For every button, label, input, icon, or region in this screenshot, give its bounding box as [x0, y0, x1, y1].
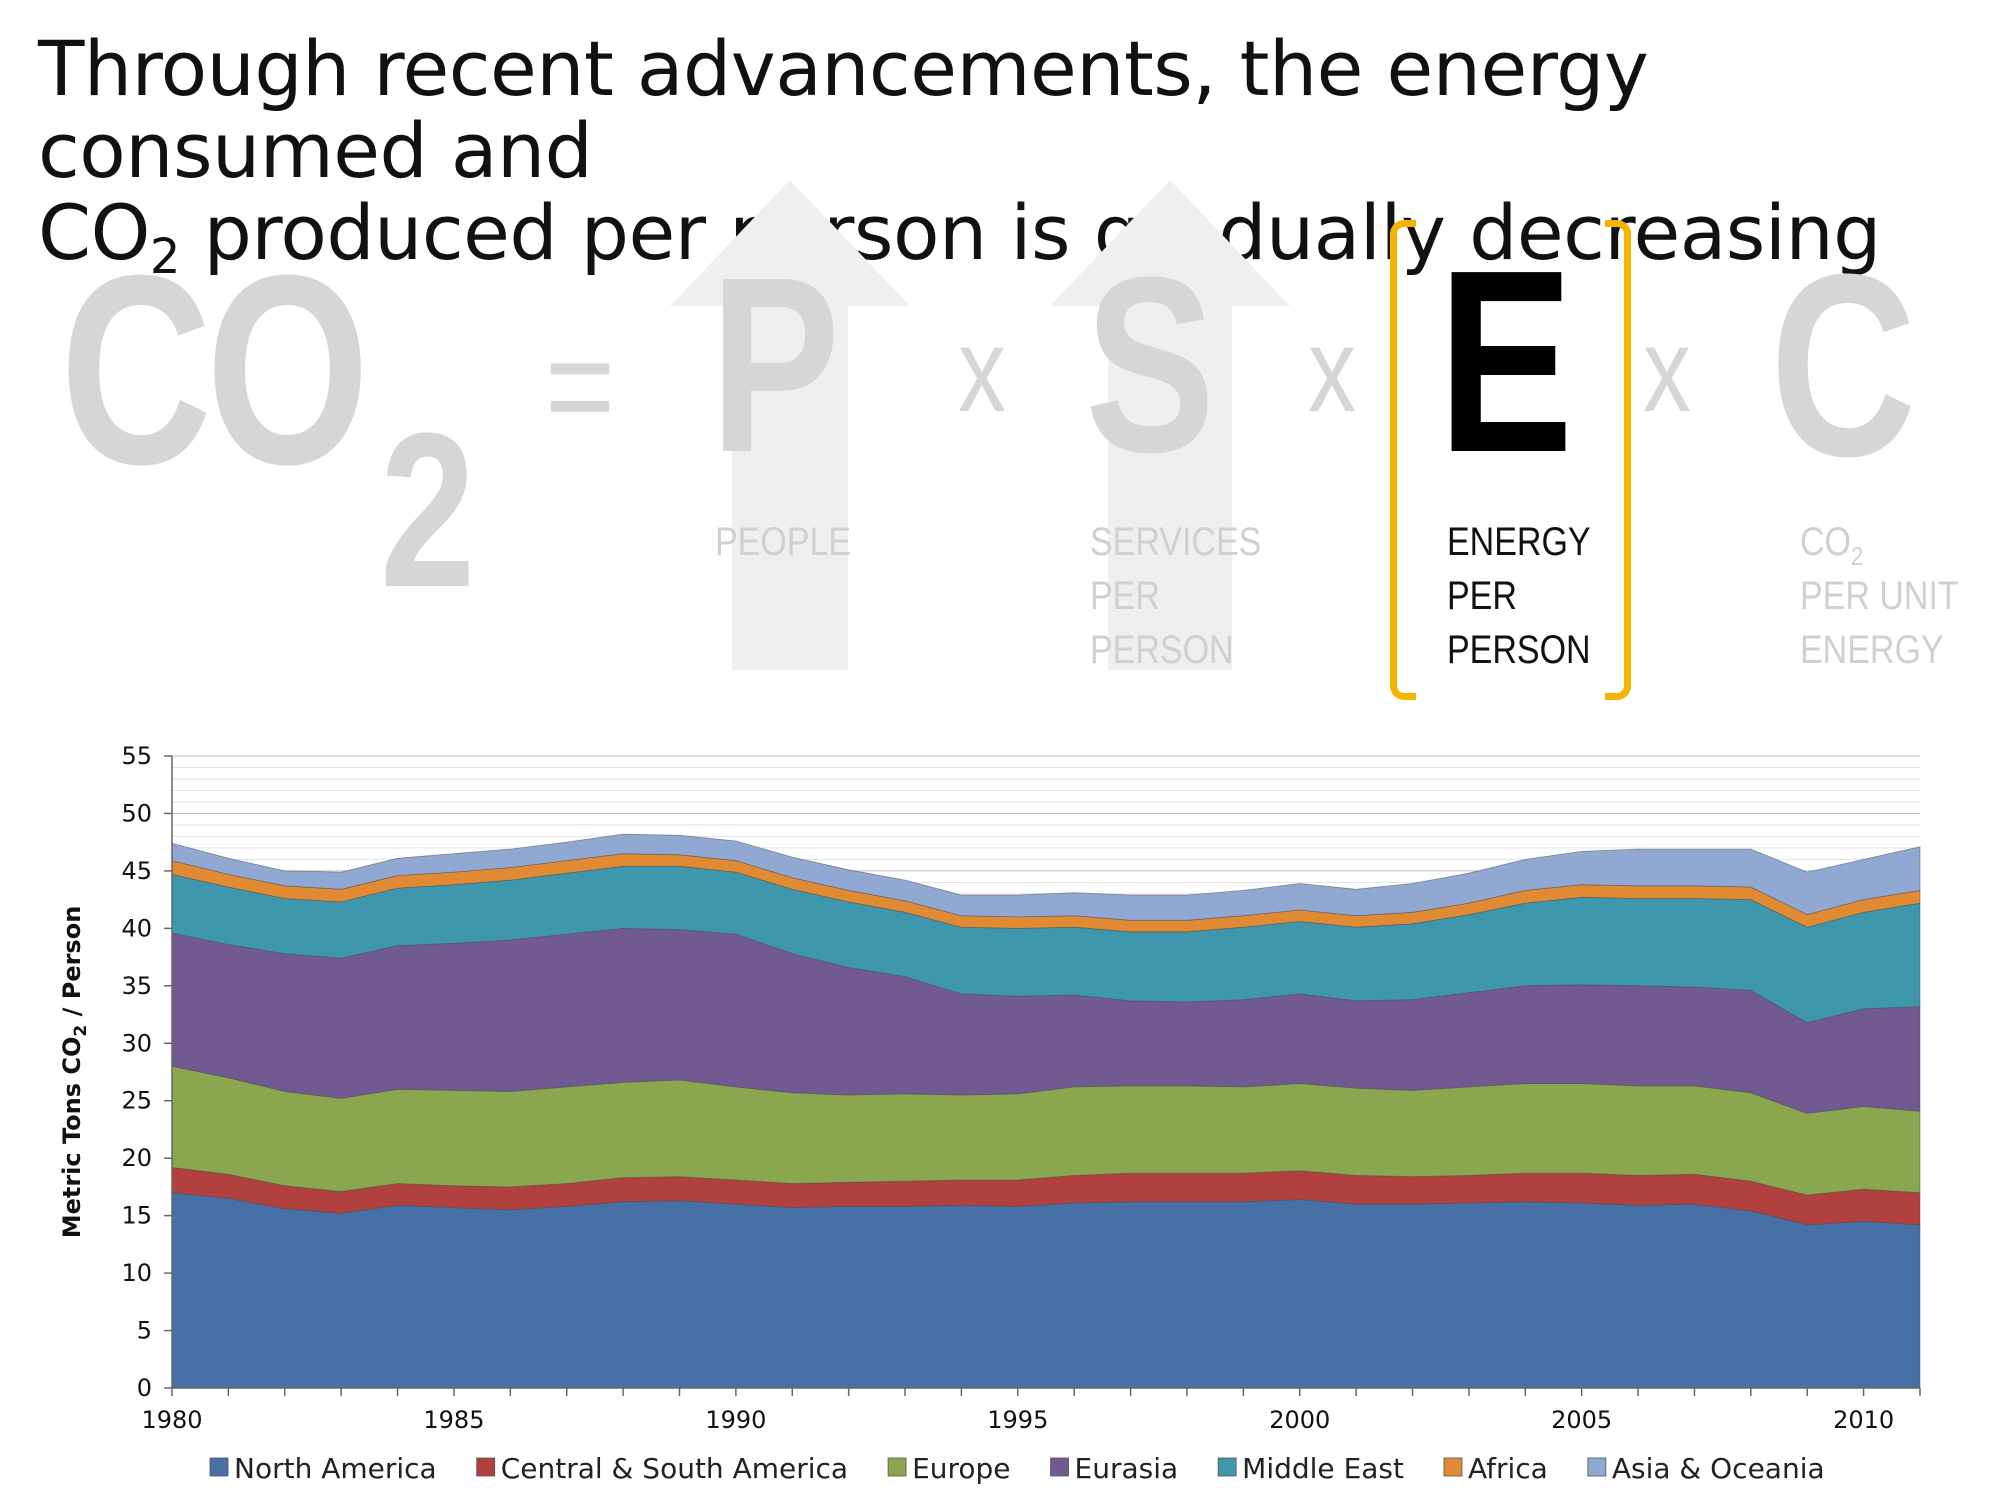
chart-legend: North America Central & South America Euro…: [209, 1452, 1825, 1485]
eq-co2: CO: [60, 236, 370, 506]
services-up-arrow-icon: [1050, 180, 1290, 670]
y-tick-label: 50: [121, 799, 152, 827]
y-label-part-2: / Person: [58, 906, 86, 1025]
kaya-equation: CO 2 = P PEOPLE x S SERVICES PER PERSON …: [0, 180, 2000, 720]
c-label-line-1: CO2: [1800, 515, 1959, 569]
x-axis-ticks: 1980 1985 1990 1995 2000 2005 2010: [141, 1388, 1921, 1434]
chart-axes: [171, 756, 1920, 1389]
eq-p-letter: P: [710, 225, 840, 504]
area-series-north-america: [171, 1192, 1921, 1389]
y-tick-label: 55: [121, 742, 152, 770]
legend-label: Central & South America: [501, 1452, 848, 1485]
y-tick-label: 20: [121, 1144, 152, 1172]
highlight-bracket-right: [1605, 220, 1631, 700]
eq-s-label: SERVICES PER PERSON: [1090, 515, 1261, 677]
y-label-part-1: Metric Tons CO: [58, 1037, 86, 1239]
chart-areas: [171, 833, 1921, 1389]
y-tick-label: 40: [121, 914, 152, 942]
x-tick-label: 1980: [141, 1406, 202, 1434]
legend-swatch: [1217, 1457, 1237, 1477]
s-label-line-2: PER: [1090, 574, 1160, 618]
eq-p-label: PEOPLE: [715, 515, 851, 569]
eq-c-letter: C: [1770, 221, 1916, 511]
eq-co2-subscript: 2: [380, 387, 475, 633]
c-label-co-sub: 2: [1851, 541, 1864, 571]
y-axis-label: Metric Tons CO2 / Person: [58, 906, 91, 1239]
headline-rest: produced per person is gradually decreas…: [179, 188, 1882, 277]
eq-c-label: CO2 PER UNIT ENERGY: [1800, 515, 1959, 677]
area-series-asia-oceania: [171, 833, 1921, 921]
y-tick-label: 25: [121, 1087, 152, 1115]
y-label-subscript: 2: [71, 1025, 91, 1037]
y-tick-label: 30: [121, 1029, 152, 1057]
headline: Through recent advancements, the energy …: [38, 24, 1978, 282]
legend-label: North America: [234, 1452, 437, 1485]
c-label-line-3: ENERGY: [1800, 628, 1944, 672]
e-label-line-3: PERSON: [1447, 628, 1591, 672]
c-label-co: CO: [1800, 520, 1851, 564]
eq-times-2: x: [1308, 303, 1356, 437]
legend-label: Africa: [1468, 1452, 1548, 1485]
legend-label: Europe: [912, 1452, 1010, 1485]
legend-swatch: [476, 1457, 496, 1477]
legend-swatch: [1050, 1457, 1069, 1477]
e-label-line-1: ENERGY: [1447, 520, 1591, 564]
e-label-line-2: PER: [1447, 574, 1517, 618]
headline-line-2: CO2 produced per person is gradually dec…: [38, 192, 1978, 282]
x-tick-label: 1995: [987, 1406, 1048, 1434]
x-tick-label: 1985: [423, 1406, 484, 1434]
x-tick-label: 2005: [1551, 1406, 1612, 1434]
headline-co: CO: [38, 188, 150, 277]
legend-swatch: [209, 1457, 229, 1477]
eq-times-1: x: [958, 303, 1006, 437]
y-tick-label: 5: [137, 1317, 152, 1345]
legend-label: Middle East: [1242, 1452, 1404, 1485]
legend-swatch: [887, 1457, 907, 1477]
headline-line-1: Through recent advancements, the energy …: [38, 24, 1649, 195]
s-label-line-3: PERSON: [1090, 628, 1234, 672]
y-tick-label: 0: [137, 1374, 152, 1402]
y-tick-label: 10: [121, 1259, 152, 1287]
x-tick-label: 2010: [1833, 1406, 1894, 1434]
x-tick-label: 2000: [1269, 1406, 1330, 1434]
p-label-line-1: PEOPLE: [715, 520, 852, 564]
eq-times-3: x: [1643, 303, 1691, 437]
headline-co-sub: 2: [149, 229, 181, 285]
eq-equals: =: [545, 301, 616, 469]
eq-e-label: ENERGY PER PERSON: [1447, 515, 1591, 677]
y-tick-label: 15: [121, 1202, 152, 1230]
stacked-area-chart: 0 5 10 15 20 25 30 35 40 45 50 55 1980 1985 1990 1995 2…: [58, 742, 1921, 1485]
x-tick-label: 1990: [705, 1406, 766, 1434]
legend-label: Asia & Oceania: [1612, 1452, 1825, 1485]
legend-label: Eurasia: [1075, 1452, 1179, 1485]
highlight-bracket-left: [1390, 220, 1416, 700]
eq-e-letter: E: [1438, 217, 1574, 507]
legend-swatch: [1587, 1457, 1607, 1477]
eq-s-letter: S: [1085, 225, 1215, 504]
eq-co2-main: CO: [60, 220, 370, 521]
c-label-line-2: PER UNIT: [1800, 574, 1959, 618]
y-tick-label: 35: [121, 972, 152, 1000]
y-axis-ticks: 0 5 10 15 20 25 30 35 40 45 50 55: [121, 742, 172, 1402]
s-label-line-1: SERVICES: [1090, 520, 1262, 564]
y-tick-label: 45: [121, 857, 152, 885]
legend-swatch: [1443, 1457, 1463, 1477]
people-up-arrow-icon: [670, 180, 910, 670]
